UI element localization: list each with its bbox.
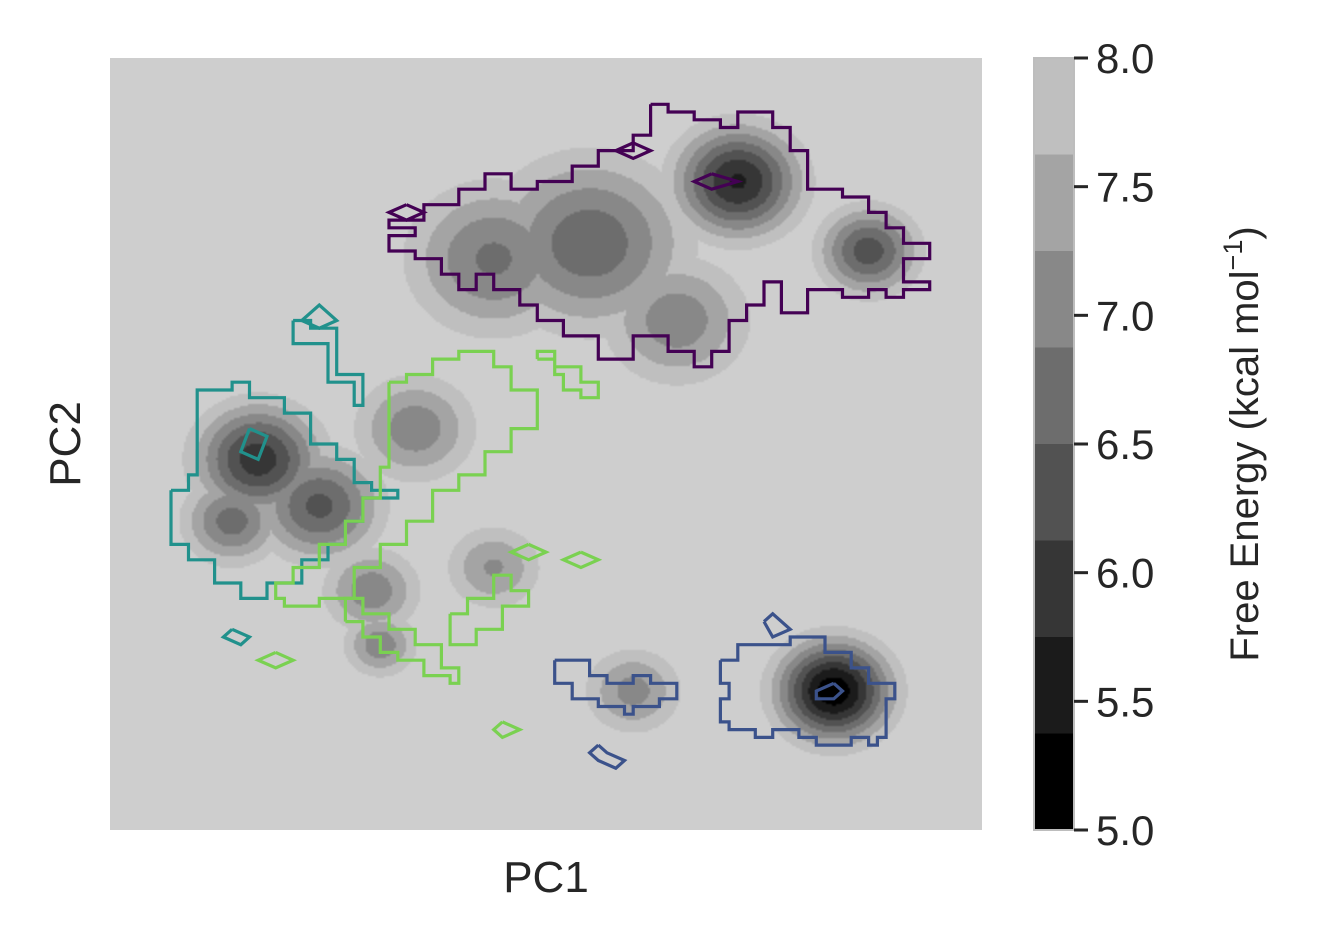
colorbar-tick-label: 8.0 — [1096, 35, 1154, 82]
colorbar: 8.0 7.5 7.0 6.5 6.0 5.5 5.0 Free Energy (kcal … — [1033, 35, 1267, 854]
cluster-contour-line — [448, 573, 531, 647]
free-energy-heatmap — [110, 58, 982, 830]
cluster-contour-line — [300, 302, 340, 330]
cluster-contour-line — [611, 141, 655, 161]
colorbar-tick-label: 7.0 — [1096, 292, 1154, 339]
colorbar-tick-label: 7.5 — [1096, 164, 1154, 211]
cluster-3-contours — [169, 302, 400, 647]
cluster-contour-line — [690, 172, 744, 191]
cluster-contour-line — [559, 550, 603, 570]
cluster-contour-line — [254, 650, 298, 670]
cluster-1-contours — [385, 102, 932, 369]
colorbar-tick-label: 5.5 — [1096, 678, 1154, 725]
cluster-4-contours — [254, 349, 603, 740]
cluster-contour-line — [491, 720, 524, 740]
colorbar-ticks: 8.0 7.5 7.0 6.5 6.0 5.5 5.0 — [1074, 35, 1154, 854]
colorbar-band — [1034, 444, 1074, 541]
cluster-contour-line — [553, 658, 679, 716]
colorbar-label-superscript: −1 — [1218, 240, 1248, 271]
colorbar-band — [1034, 540, 1074, 637]
cluster-contour-line — [238, 427, 270, 462]
colorbar-band — [1034, 251, 1074, 348]
colorbar-tick-label: 6.5 — [1096, 421, 1154, 468]
colorbar-band — [1034, 347, 1074, 444]
colorbar-bands — [1034, 58, 1074, 830]
colorbar-tick-label: 6.0 — [1096, 550, 1154, 597]
cluster-contour-line — [507, 542, 550, 562]
colorbar-band — [1034, 637, 1074, 734]
cluster-contour-line — [387, 102, 932, 369]
cluster-contour-line — [343, 596, 461, 685]
y-axis-label: PC2 — [41, 401, 90, 487]
cluster-contour-line — [220, 627, 253, 647]
cluster-contour-line — [291, 318, 365, 407]
colorbar-band — [1034, 733, 1074, 830]
colorbar-label-close: ) — [1223, 226, 1267, 239]
cluster-contour-line — [762, 611, 794, 640]
cluster-contour-line — [587, 743, 628, 771]
cluster-contour-line — [535, 349, 600, 400]
cluster-contour-line — [169, 380, 400, 600]
colorbar-label-main: Free Energy (kcal mol — [1223, 270, 1267, 661]
colorbar-band — [1034, 58, 1074, 155]
colorbar-band — [1034, 154, 1074, 251]
x-axis-label: PC1 — [503, 853, 589, 902]
cluster-contour-line — [718, 635, 897, 747]
cluster-contour-line — [385, 203, 428, 222]
colorbar-label: Free Energy (kcal mol−1) — [1218, 226, 1267, 661]
colorbar-tick-label: 5.0 — [1096, 807, 1154, 854]
plot-area — [110, 58, 982, 830]
cluster-2-contours — [553, 611, 897, 771]
cluster-contours — [169, 102, 932, 771]
cluster-contour-line — [814, 681, 845, 701]
cluster-contour-line — [274, 349, 539, 608]
